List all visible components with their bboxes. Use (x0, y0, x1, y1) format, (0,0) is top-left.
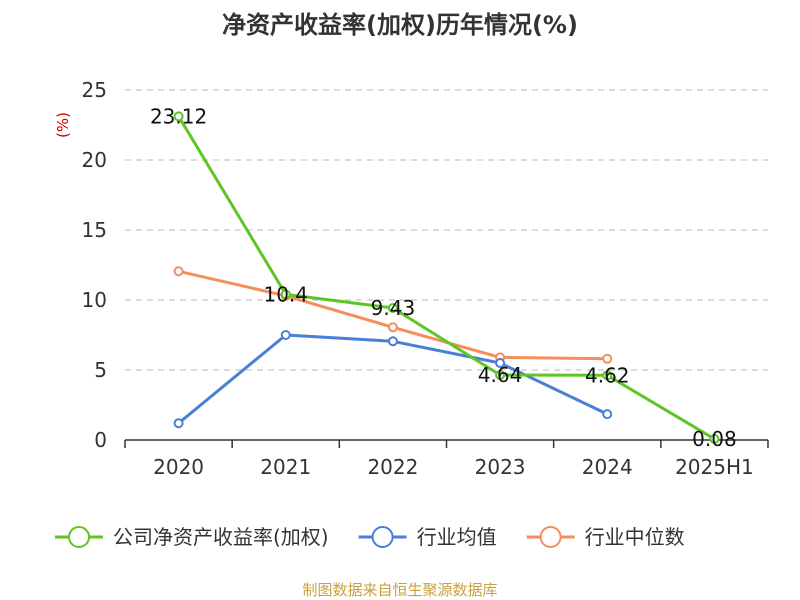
legend-label: 行业中位数 (585, 525, 685, 549)
legend-marker-circle (68, 526, 90, 548)
data-point (280, 330, 291, 340)
y-tick-label: 25 (82, 78, 107, 102)
data-point (602, 353, 613, 364)
legend-item[interactable]: 行业均值 (358, 525, 497, 549)
chart-title: 净资产收益率(加权)历年情况(%) (222, 11, 578, 39)
data-point (173, 418, 184, 429)
axes: 0 5 10 15 20 25 2020 2021 2022 2023 2024 2025H1 (82, 78, 769, 479)
y-axis-label: (%) (54, 112, 72, 138)
x-tick-label: 2023 (475, 455, 526, 479)
data-label: 0.08 (692, 427, 737, 451)
data-label: 4.62 (585, 363, 630, 387)
y-tick-label: 10 (82, 288, 107, 312)
legend-label: 行业均值 (417, 525, 497, 549)
x-tick-label: 2025H1 (675, 455, 754, 479)
data-point (602, 409, 613, 420)
x-tick-label: 2024 (582, 455, 633, 479)
data-point (280, 289, 291, 300)
data-point (387, 336, 398, 347)
y-tick-label: 0 (94, 428, 107, 452)
x-tick-label: 2020 (153, 455, 204, 479)
legend[interactable]: 公司净资产收益率(加权) 行业均值 行业中位数 (55, 525, 685, 549)
legend-marker-circle (371, 526, 394, 548)
data-label: 9.43 (371, 296, 416, 320)
series-group: 23.12 10.4 9.43 4.64 4.62 0.08 (150, 104, 737, 451)
data-label: 23.12 (150, 104, 207, 128)
data-point (709, 433, 720, 444)
legend-item[interactable]: 公司净资产收益率(加权) (55, 525, 329, 549)
y-tick-label: 15 (82, 218, 107, 242)
y-tick-label: 20 (82, 148, 107, 172)
data-label: 10.4 (263, 282, 308, 306)
data-point (387, 302, 398, 313)
data-point (495, 370, 506, 381)
legend-marker-circle (539, 526, 562, 548)
data-point (602, 370, 613, 381)
x-tick-label: 2022 (367, 455, 418, 479)
data-point (495, 358, 506, 368)
series-line (177, 333, 608, 425)
y-tick-label: 5 (94, 358, 107, 382)
x-tick-label: 2021 (260, 455, 311, 479)
legend-label: 公司净资产收益率(加权) (113, 525, 329, 549)
series-line (177, 115, 716, 441)
source-note: 制图数据来自恒生聚源数据库 (302, 581, 497, 599)
data-point (173, 266, 184, 277)
data-label: 4.64 (478, 363, 523, 387)
data-point (173, 111, 184, 122)
grid (125, 89, 768, 371)
data-point (387, 322, 398, 333)
legend-item[interactable]: 行业中位数 (526, 525, 685, 549)
